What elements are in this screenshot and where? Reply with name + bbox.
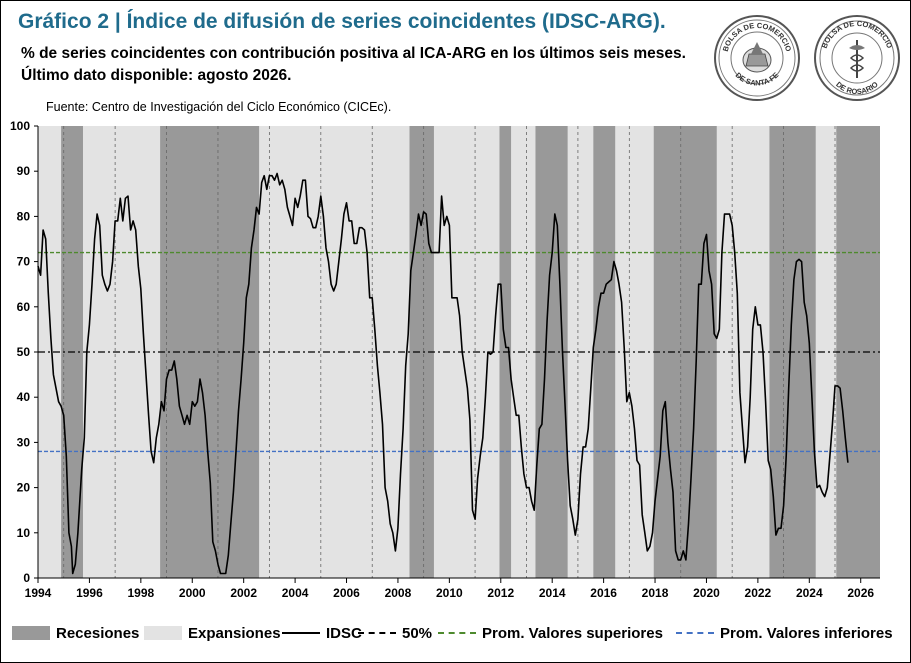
seal-bolsa-comercio-santa-fe: BOLSA DE COMERCIO DE SANTA FE bbox=[714, 15, 800, 101]
legend-swatch-recessions bbox=[12, 626, 50, 640]
legend-swatch-fifty bbox=[358, 632, 396, 634]
seal-bolsa-comercio-rosario: BOLSA DE COMERCIO DE ROSARIO bbox=[814, 15, 900, 101]
last-data-note: Último dato disponible: agosto 2026. bbox=[21, 67, 292, 84]
legend-swatch-lower bbox=[676, 632, 714, 634]
legend-label-recessions: Recesiones bbox=[56, 624, 140, 642]
legend-upper: Prom. Valores superiores bbox=[438, 620, 663, 646]
chart-legend: Recesiones Expansiones IDSC 50% Prom. Va… bbox=[8, 620, 908, 646]
chart-subtitle: % de series coincidentes con contribució… bbox=[21, 45, 686, 62]
legend-label-lower: Prom. Valores inferiores bbox=[720, 624, 893, 642]
legend-lower: Prom. Valores inferiores bbox=[676, 620, 893, 646]
legend-label-fifty: 50% bbox=[402, 624, 433, 642]
legend-swatch-idsc bbox=[282, 632, 320, 634]
legend-expansions: Expansiones bbox=[144, 620, 281, 646]
chart-title: Gráfico 2 | Índice de difusión de series… bbox=[18, 10, 666, 33]
legend-recessions: Recesiones bbox=[12, 620, 139, 646]
legend-swatch-expansions bbox=[144, 626, 182, 640]
legend-label-upper: Prom. Valores superiores bbox=[482, 624, 663, 642]
legend-fifty: 50% bbox=[358, 620, 432, 646]
source-note: Fuente: Centro de Investigación del Cicl… bbox=[46, 100, 392, 114]
legend-swatch-upper bbox=[438, 632, 476, 634]
legend-idsc: IDSC bbox=[282, 620, 362, 646]
legend-label-expansions: Expansiones bbox=[188, 624, 281, 642]
legend-label-idsc: IDSC bbox=[326, 624, 362, 642]
